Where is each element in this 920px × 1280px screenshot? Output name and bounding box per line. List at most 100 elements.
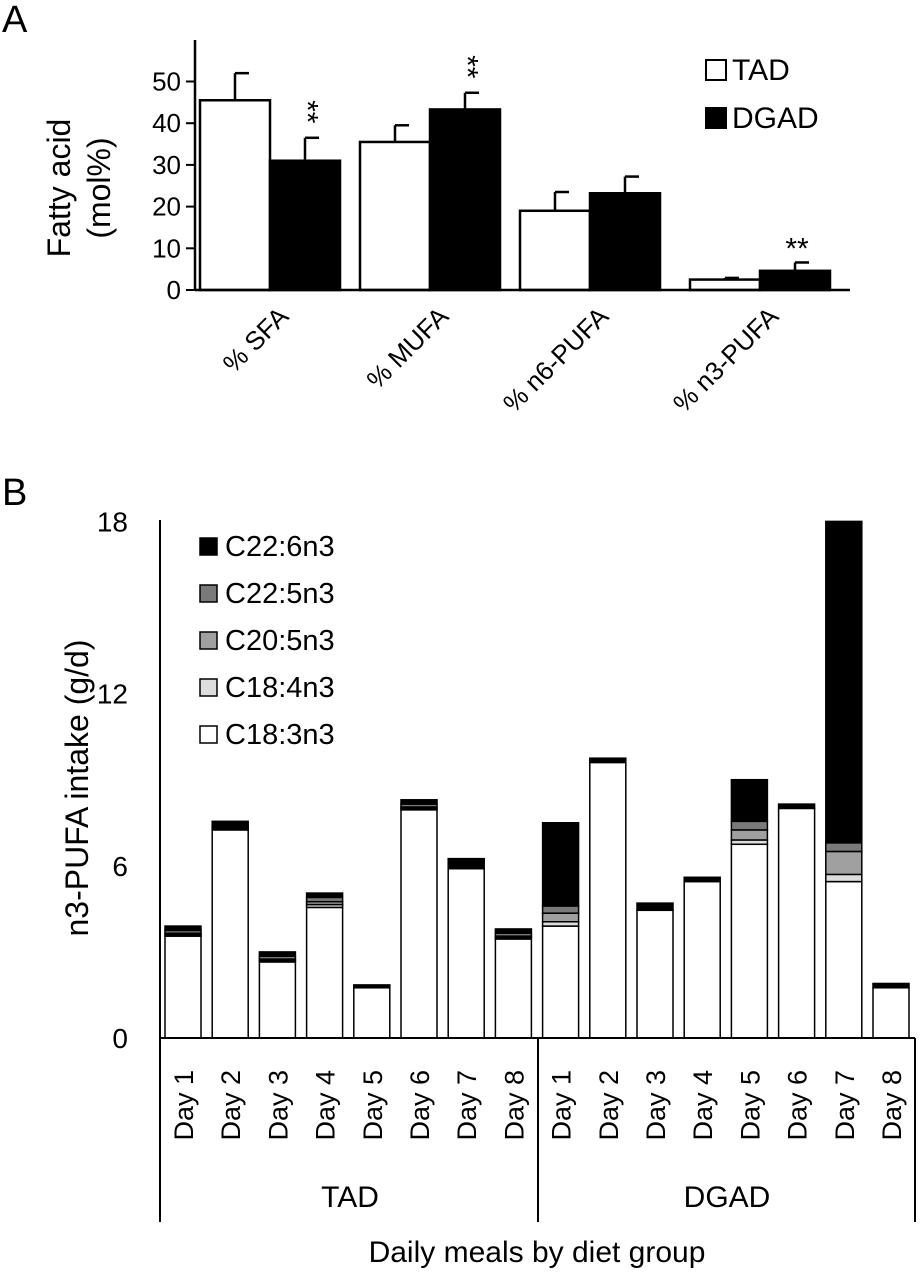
chart-b-bar-segment-c22-6n3 [589,757,627,764]
chart-b-bar-segment-c18-3n3 [494,938,533,1039]
chart-a-xtick-label: % n3-PUFA [667,301,785,419]
chart-b-group-label: DGAD [684,1181,771,1214]
chart-b-bar-segment-c22-6n3 [636,902,674,912]
chart-a-xtick-label: % MUFA [360,301,454,395]
chart-b-xlabel: Daily meals by diet group [369,1236,706,1269]
chart-a-bar-dgad [268,159,342,292]
chart-b-xtick-label: Day 7 [830,1070,860,1141]
chart-b-xtick-label: Day 4 [688,1070,718,1141]
chart-b-bar-segment-c22-6n3 [730,778,769,823]
chart-b-group-label: TAD [321,1181,379,1214]
chart-b-bar-segment-c22-5n3 [541,905,580,914]
chart-a-ytick-label: 50 [152,67,181,97]
chart-b-ylabel: n3-PUFA intake (g/d) [59,639,95,936]
chart-b-bar-segment-c22-6n3 [400,799,438,805]
chart-b-bar-segment-c18-3n3 [777,807,816,1039]
chart-a-bar-dgad [428,108,502,292]
chart-b-bar-segment-c18-3n3 [164,935,202,1039]
chart-a-ytick-label: 10 [152,233,181,263]
chart-a-bar-tad [358,140,432,292]
chart-b-bar-segment-c22-6n3 [541,822,580,907]
chart-b-legend-swatch-c18-3n3 [199,725,218,744]
chart-b-ytick-label: 12 [97,679,128,710]
chart-b-bar-segment-c22-6n3 [211,820,249,827]
chart-b: n3-PUFA intake (g/d) 0 6 12 18 Day 1 Day 2 Da… [59,506,916,1269]
chart-b-xtick-label: Day 3 [641,1070,671,1141]
chart-b-bar-segment-c20-5n3 [730,829,769,841]
chart-b-ytick-label: 0 [112,1023,128,1054]
chart-a-legend-swatch-dgad [705,107,727,129]
chart-a-bar-tad [198,99,272,292]
chart-b-xtick-label: Day 2 [594,1070,624,1141]
chart-b-legend: C22:6n3 C22:5n3 C20:5n3 C18:4n3 C18:3n3 [199,531,335,751]
chart-b-xtick-label: Day 5 [735,1070,765,1141]
chart-a-legend-swatch-tad [705,59,727,81]
chart-b-bar-segment-c18-4n3 [825,873,863,883]
chart-a-bar-tad [518,209,592,292]
chart-b-bar-segment-c22-6n3 [872,982,910,989]
chart-b-legend-swatch-c18-4n3 [199,678,218,697]
chart-a-ytick-label: 30 [152,150,181,180]
chart-b-xtick-label: Day 6 [405,1070,435,1141]
chart-b-legend-label-c18-4n3: C18:4n3 [225,672,335,704]
chart-b-legend-label-c18-3n3: C18:3n3 [225,719,335,751]
chart-b-bar-segment-c22-6n3 [825,520,863,844]
panel-a-label: A [2,0,28,41]
chart-b-bar-segment-c18-3n3 [872,987,910,1039]
chart-a-bar-tad [688,278,762,292]
chart-b-legend-swatch-c20-5n3 [199,631,218,650]
chart-b-xtick-label: Day 3 [263,1070,293,1141]
chart-a-legend: TAD DGAD [705,54,819,135]
chart-a-xtick-label: % n6-PUFA [497,301,615,419]
chart-b-ytick-label: 6 [112,851,128,882]
chart-a-bar-dgad [758,269,832,292]
chart-b-bar-segment-c18-3n3 [825,880,863,1039]
chart-b-bar-segment-c22-6n3 [494,928,533,934]
chart-a-bar-dgad [588,192,662,292]
chart-b-bar-segment-c18-3n3 [683,880,721,1039]
chart-b-bar-segment-c22-6n3 [447,857,485,870]
chart-a-significance-mark: ** [291,100,324,124]
chart-b-legend-swatch-c22-5n3 [199,584,218,603]
chart-b-bar-segment-c22-6n3 [258,951,297,957]
chart-b-xtick-label: Day 8 [499,1070,529,1141]
chart-b-bar-segment-c18-3n3 [636,909,674,1039]
chart-b-bar-segment-c20-5n3 [541,912,580,923]
chart-b-bar-segment-c22-6n3 [777,803,816,810]
chart-b-xtick-label: Day 5 [358,1070,388,1141]
chart-b-bar-segment-c18-3n3 [305,906,344,1039]
panel-b-label: B [2,472,27,514]
chart-b-xtick-label: Day 8 [877,1070,907,1141]
chart-b-bar-segment-c18-3n3 [541,925,580,1039]
chart-b-bar-segment-c20-5n3 [825,850,863,876]
chart-b-bar-segment-c22-5n3 [730,820,769,831]
chart-a-ytick-label: 0 [167,275,181,305]
chart-a-ytick-label: 20 [152,192,181,222]
chart-b-legend-swatch-c22-6n3 [199,537,218,556]
chart-a-ylabel-line1: Fatty acid [41,119,77,258]
chart-a-ylabel-line2: (mol%) [81,137,117,238]
chart-b-xtick-label: Day 1 [547,1070,577,1141]
chart-a-legend-label-dgad: DGAD [732,102,819,135]
chart-b-bar-segment-c22-5n3 [825,842,863,853]
chart-b-bar-segment-c18-3n3 [400,809,438,1039]
chart-b-bar-segment-c18-3n3 [589,761,627,1039]
chart-b-bar-segment-c18-3n3 [258,961,297,1039]
chart-b-legend-label-c22-5n3: C22:5n3 [225,578,335,610]
chart-b-bar-segment-c22-6n3 [305,892,344,899]
chart-a: Fatty acid (mol%) 0 10 20 30 40 50 ** ** ** % S… [41,40,850,418]
chart-a-legend-label-tad: TAD [732,54,790,87]
chart-b-legend-label-c20-5n3: C20:5n3 [225,625,335,657]
chart-b-bar-segment-c18-3n3 [211,829,249,1039]
chart-b-bar-segment-c18-3n3 [447,867,485,1039]
chart-b-ytick-label: 18 [97,506,128,537]
chart-b-xtick-label: Day 4 [311,1070,341,1141]
chart-b-bar-segment-c22-6n3 [683,876,721,883]
chart-b-bar-segment-c18-3n3 [730,843,769,1039]
chart-b-bar-segment-c18-3n3 [353,987,391,1039]
chart-b-xtick-label: Day 1 [169,1070,199,1141]
chart-a-ytick-label: 40 [152,108,181,138]
chart-a-significance-mark: ** [451,55,484,79]
chart-b-bar-segment-c22-6n3 [164,925,202,932]
